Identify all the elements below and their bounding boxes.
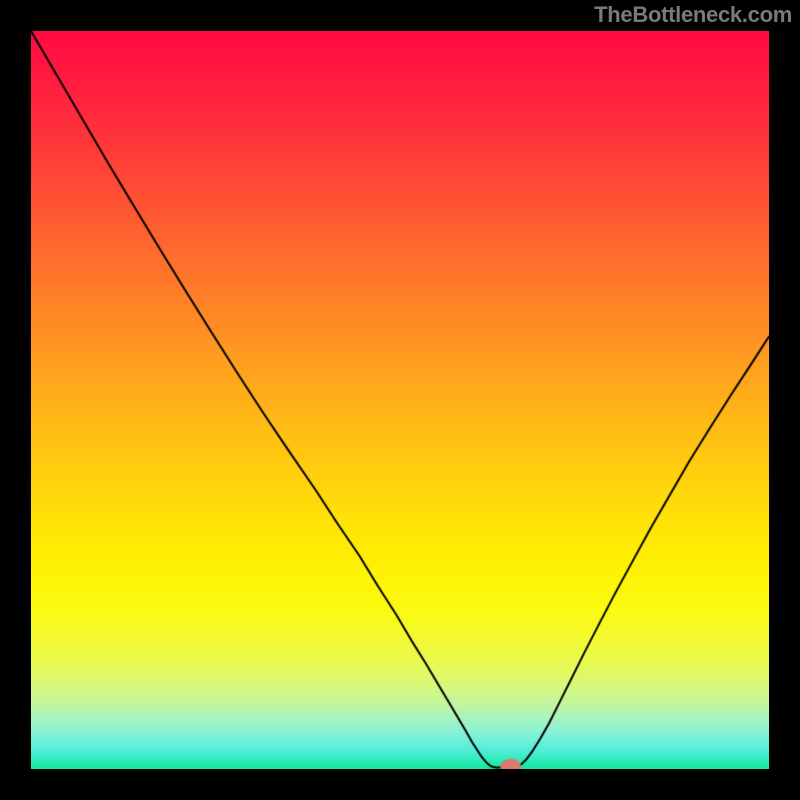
watermark-text: TheBottleneck.com bbox=[594, 2, 792, 28]
chart-canvas bbox=[31, 31, 769, 769]
chart-frame: TheBottleneck.com bbox=[0, 0, 800, 800]
plot-area bbox=[31, 31, 769, 769]
